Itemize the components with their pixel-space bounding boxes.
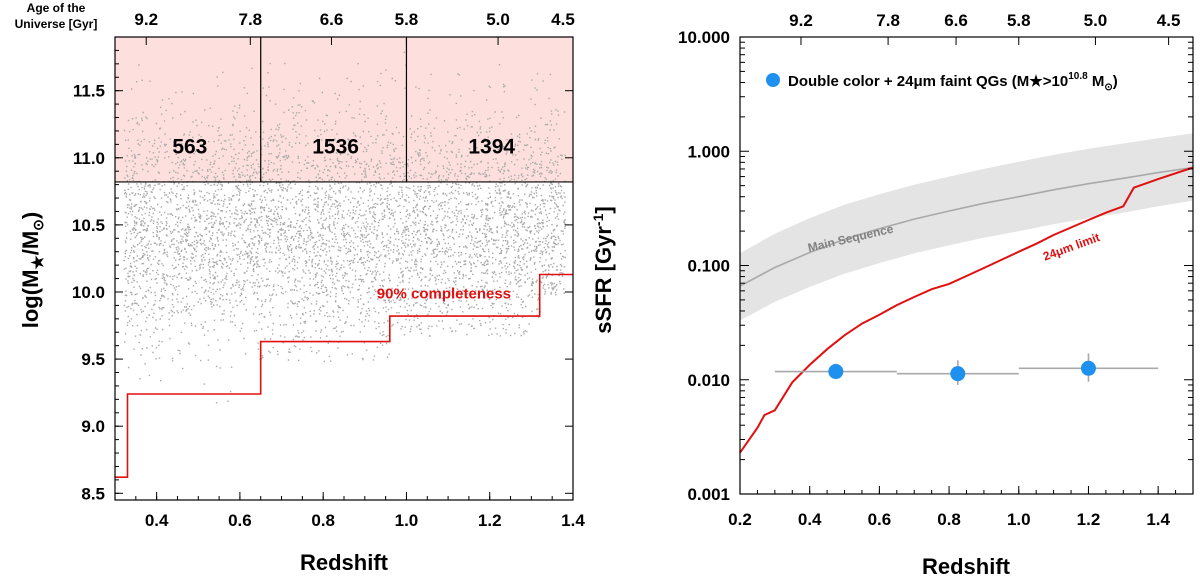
quiescent-galaxy-points [774,353,1159,385]
data-point [828,364,844,380]
x-tick-label: 0.4 [798,510,822,529]
x-tick-label: 1.0 [1007,510,1031,529]
high-mass-region [115,37,573,182]
top-tick-label: 7.8 [238,10,262,29]
sun-symbol: ⊙ [30,219,46,231]
x-tick-label: 0.6 [228,511,252,530]
y-tick-label: 11.5 [73,82,105,101]
completeness-label: 90% completeness [377,285,511,302]
completeness-line [115,273,573,478]
bin-count-label: 1394 [468,136,515,159]
left-x-axis-title: Redshift [300,550,389,575]
limit-24um: 24μm limit [739,166,1194,454]
limit-24um-label: 24μm limit [1041,230,1102,263]
x-tick-label: 0.8 [937,510,961,529]
right-panel-ssfr-redshift: Main Sequence 24μm limit 0.2 0.4 0.6 0.8 1.0… [590,11,1194,579]
top-tick-label: 5.8 [395,10,419,29]
legend-marker [766,73,780,87]
y-tick-label: 10.5 [72,216,105,235]
bin-count-label: 563 [172,136,207,159]
top-tick-label: 6.6 [944,11,968,30]
star-symbol: ★ [30,255,47,270]
completeness-limit: 90% completeness [115,273,573,478]
y-tick-label: 0.010 [687,371,730,390]
y-tick-label: 8.5 [81,484,105,503]
main-sequence-band: Main Sequence [739,133,1194,321]
y-tick-label: 10.000 [678,28,730,47]
bin-count-label: 1536 [312,136,359,159]
left-panel-mass-redshift: 563 1536 1394 90% completeness 0.4 0.6 0.8 1.… [15,1,586,575]
y-tick-label: 10.0 [72,283,105,302]
main-sequence-scatter-band [740,133,1193,321]
x-tick-label: 0.2 [728,510,752,529]
top-tick-label: 5.8 [1007,11,1031,30]
y-tick-label: 0.100 [687,257,730,276]
x-tick-label: 1.2 [478,511,502,530]
left-axes: 0.4 0.6 0.8 1.0 1.2 1.4 8.5 9.0 9.5 10.0 10.5 11.0 1… [72,10,585,530]
legend-subscript: ⊙ [1104,82,1112,93]
x-tick-label: 0.8 [311,511,335,530]
top-tick-label: 4.5 [551,10,575,29]
y-tick-label: 11.0 [73,149,105,168]
data-point [1080,360,1096,376]
top-tick-label: 9.2 [789,11,813,30]
data-point [950,366,966,382]
legend-label: Double color + 24μm faint QGs (M★>1010.8… [788,71,1118,93]
y-tick-label: 0.001 [687,485,730,504]
left-y-axis-title: log(M★/M⊙) [18,212,47,329]
top-tick-label: 4.5 [1157,11,1181,30]
top-tick-label: 5.0 [1084,11,1108,30]
redshift-bin-dividers: 563 1536 1394 [115,37,573,183]
y-tick-label: 1.000 [687,142,730,161]
top-tick-label: 7.8 [876,11,900,30]
y-tick-label: 9.5 [81,350,105,369]
legend: Double color + 24μm faint QGs (M★>1010.8… [766,71,1118,93]
main-sequence-line [739,166,1194,287]
right-y-axis-title: sSFR [Gyr-1] [590,206,616,333]
x-tick-label: 0.4 [145,511,169,530]
legend-superscript: 10.8 [1068,71,1088,82]
top-tick-label: 6.6 [320,10,344,29]
x-tick-label: 1.4 [1146,510,1170,529]
top-tick-label: 9.2 [134,10,158,29]
high-mass-shading [115,37,573,182]
x-tick-label: 0.6 [868,510,892,529]
y-axis-exponent: -1 [590,213,606,226]
left-top-axis-title-line1: Age of the [27,1,86,15]
y-tick-label: 9.0 [81,417,105,436]
x-tick-label: 1.0 [395,511,419,530]
right-axes: 0.2 0.4 0.6 0.8 1.0 1.2 1.4 0.001 0.010 0.100 1.00… [678,11,1194,529]
left-top-axis-title-line2: Universe [Gyr] [15,17,98,31]
top-tick-label: 5.0 [486,10,510,29]
limit-24um-line [739,166,1194,454]
x-tick-label: 1.4 [561,511,585,530]
x-tick-label: 1.2 [1077,510,1101,529]
right-x-axis-title: Redshift [922,554,1011,579]
